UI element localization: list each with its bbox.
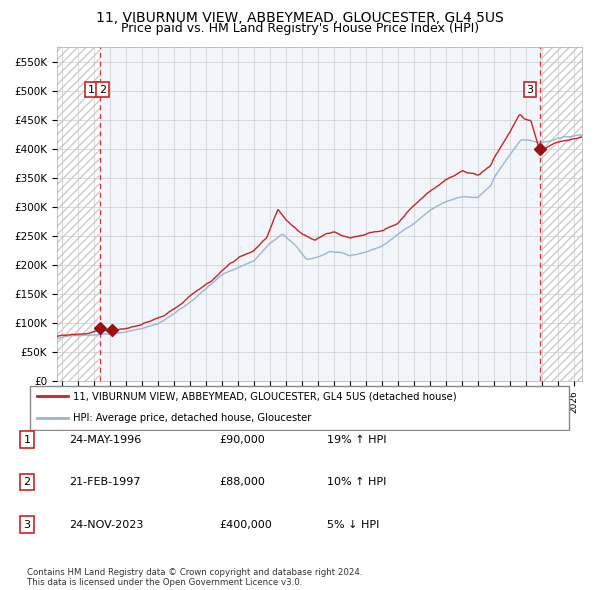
Text: 21-FEB-1997: 21-FEB-1997 — [69, 477, 140, 487]
Text: 2: 2 — [99, 84, 106, 94]
Text: £90,000: £90,000 — [219, 435, 265, 444]
Text: 11, VIBURNUM VIEW, ABBEYMEAD, GLOUCESTER, GL4 5US: 11, VIBURNUM VIEW, ABBEYMEAD, GLOUCESTER… — [96, 11, 504, 25]
Text: 24-MAY-1996: 24-MAY-1996 — [69, 435, 141, 444]
Text: 1: 1 — [23, 435, 31, 444]
Text: 24-NOV-2023: 24-NOV-2023 — [69, 520, 143, 529]
Bar — [57, 47, 100, 381]
Text: £400,000: £400,000 — [219, 520, 272, 529]
Bar — [541, 47, 582, 381]
Bar — [100, 47, 541, 381]
Text: 3: 3 — [526, 84, 533, 94]
Text: 2: 2 — [23, 477, 31, 487]
Text: Price paid vs. HM Land Registry's House Price Index (HPI): Price paid vs. HM Land Registry's House … — [121, 22, 479, 35]
Bar — [541, 47, 582, 381]
Bar — [57, 47, 100, 381]
FancyBboxPatch shape — [30, 386, 569, 430]
Text: 19% ↑ HPI: 19% ↑ HPI — [327, 435, 386, 444]
Text: 11, VIBURNUM VIEW, ABBEYMEAD, GLOUCESTER, GL4 5US (detached house): 11, VIBURNUM VIEW, ABBEYMEAD, GLOUCESTER… — [73, 391, 457, 401]
Text: £88,000: £88,000 — [219, 477, 265, 487]
Text: 10% ↑ HPI: 10% ↑ HPI — [327, 477, 386, 487]
Text: 3: 3 — [23, 520, 31, 529]
Text: 1: 1 — [88, 84, 95, 94]
Text: Contains HM Land Registry data © Crown copyright and database right 2024.
This d: Contains HM Land Registry data © Crown c… — [27, 568, 362, 587]
Text: HPI: Average price, detached house, Gloucester: HPI: Average price, detached house, Glou… — [73, 413, 312, 423]
Text: 5% ↓ HPI: 5% ↓ HPI — [327, 520, 379, 529]
